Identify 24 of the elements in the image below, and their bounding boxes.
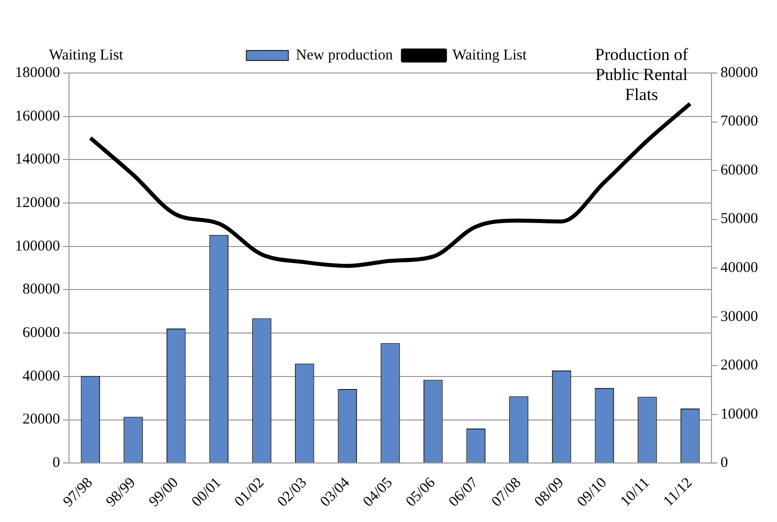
y-tick-label: 180000: [15, 64, 60, 81]
legend-label: Waiting List: [452, 47, 528, 64]
y2-tick-label: 30000: [720, 308, 758, 325]
y2-tick-label: 20000: [720, 358, 758, 374]
y2-tick-label: 0: [720, 455, 728, 472]
y-tick-label: 0: [52, 455, 60, 472]
y-tick-label: 120000: [15, 194, 60, 211]
y-tick-label: 40000: [22, 368, 60, 384]
y2-tick-label: 50000: [720, 211, 758, 228]
y2-tick-label: 70000: [720, 114, 758, 130]
y2-tick-label: 80000: [720, 64, 758, 81]
y2-axis-title: Production of Public Rental Flats: [594, 44, 688, 104]
y-tick-label: 100000: [15, 238, 60, 254]
y-tick-label: 80000: [22, 282, 60, 298]
y-axis-title: Waiting List: [49, 47, 124, 64]
y-tick-label: 160000: [15, 108, 60, 124]
y2-tick-label: 60000: [720, 162, 758, 178]
y2-tick-label: 10000: [720, 406, 758, 422]
legend-label: New production: [296, 47, 394, 64]
line-series: [88, 102, 692, 268]
y-tick-label: 20000: [22, 412, 60, 428]
y-tick-label: 140000: [15, 152, 60, 168]
y-tick-label: 60000: [22, 325, 60, 342]
y2-tick-label: 40000: [720, 260, 758, 276]
